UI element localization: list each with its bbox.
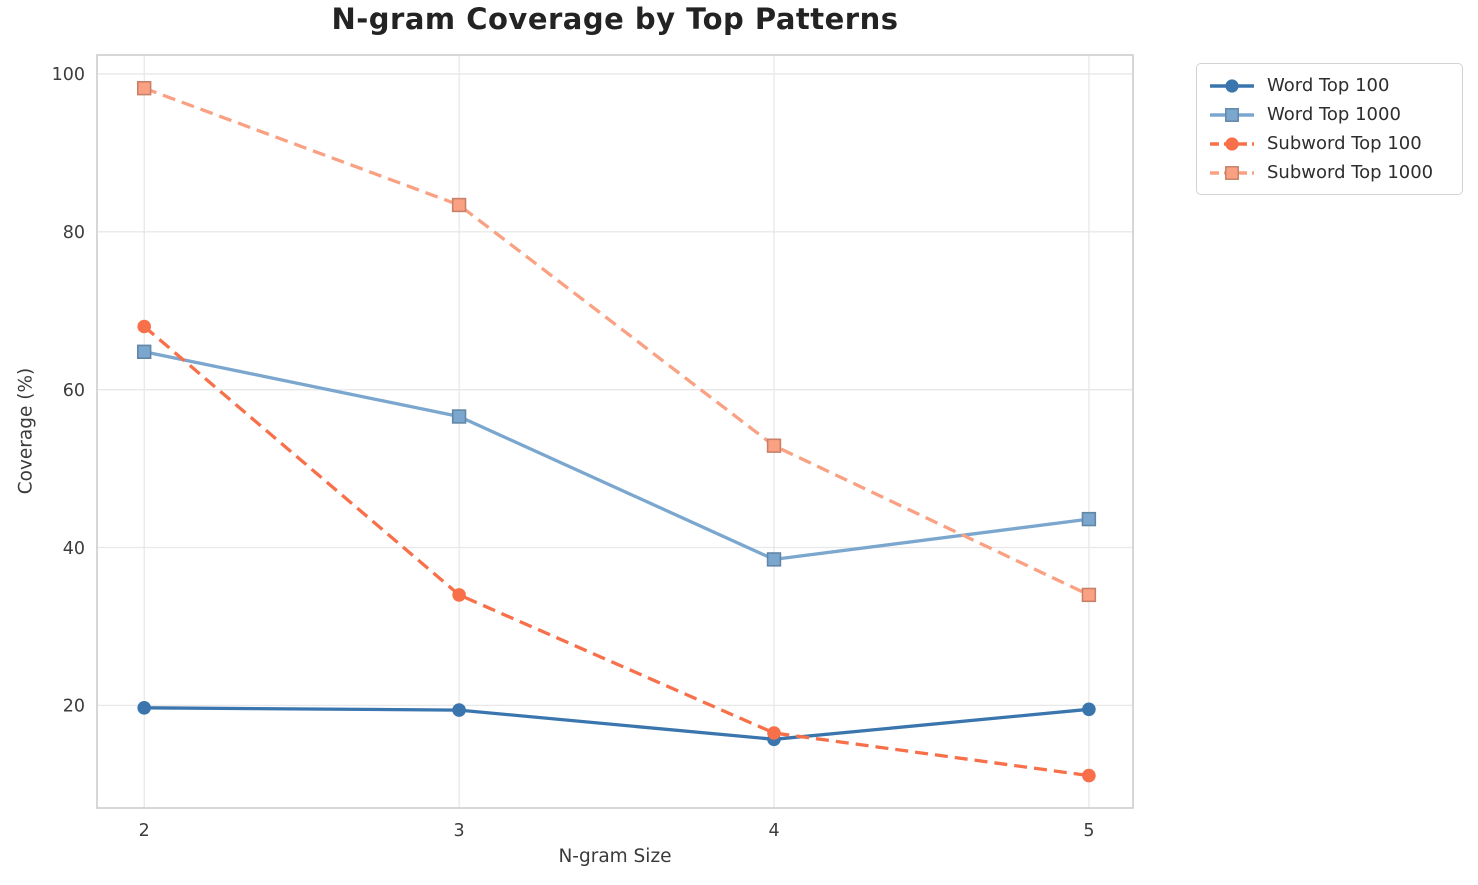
legend-sample-word-top-100: [1210, 78, 1254, 93]
x-tick-label: 3: [454, 821, 465, 841]
data-point-word-top-1000: [137, 344, 152, 359]
data-point-subword-top-1000: [766, 438, 782, 453]
series-line-word-top-100: [144, 706, 1090, 741]
legend-sample-word-top-1000: [1210, 107, 1254, 122]
legend-label-word-top-1000: Word Top 1000: [1267, 104, 1401, 125]
data-point-word-top-1000: [1081, 511, 1097, 527]
chart-title: N-gram Coverage by Top Patterns: [331, 2, 899, 36]
series-line-subword-top-1000: [143, 86, 1090, 597]
y-tick-label: 100: [52, 65, 85, 85]
y-tick-label: 60: [63, 381, 85, 401]
plot-spines: [96, 54, 1134, 809]
legend-item-word-top-100: Word Top 100: [1208, 71, 1452, 100]
legend-label-subword-top-100: Subword Top 100: [1267, 133, 1422, 154]
x-tick-label: 2: [139, 821, 150, 841]
series-line-word-top-1000: [143, 350, 1090, 562]
data-point-word-top-100: [137, 701, 151, 715]
series-line-subword-top-100: [143, 325, 1090, 778]
data-point-word-top-100: [1082, 702, 1096, 717]
legend-label-subword-top-1000: Subword Top 1000: [1267, 162, 1434, 183]
y-tick-label: 40: [63, 539, 85, 559]
y-tick-label: 20: [63, 697, 85, 717]
legend-item-subword-top-1000: Subword Top 1000: [1208, 158, 1452, 187]
data-point-word-top-1000: [451, 409, 467, 424]
legend-sample-subword-top-1000: [1210, 165, 1254, 180]
y-tick-label: 80: [63, 223, 85, 243]
x-axis-label: N-gram Size: [558, 846, 672, 867]
data-point-subword-top-100: [452, 588, 466, 602]
legend-item-subword-top-100: Subword Top 100: [1208, 129, 1452, 158]
data-point-subword-top-100: [1082, 768, 1096, 783]
legend: Word Top 100 Word Top 1000 Subword Top 100…: [1196, 63, 1463, 195]
data-point-subword-top-1000: [137, 81, 152, 96]
legend-sample-subword-top-100: [1210, 136, 1254, 151]
legend-label-word-top-100: Word Top 100: [1267, 75, 1390, 96]
data-point-subword-top-1000: [1081, 587, 1097, 603]
data-point-subword-top-1000: [451, 197, 467, 213]
x-tick-label: 4: [768, 821, 779, 841]
y-axis-label: Coverage (%): [15, 367, 37, 495]
data-point-word-top-100: [452, 703, 466, 717]
data-point-word-top-1000: [766, 552, 782, 567]
legend-item-word-top-1000: Word Top 1000: [1208, 100, 1452, 129]
data-point-subword-top-100: [767, 726, 781, 740]
data-point-subword-top-100: [137, 319, 151, 334]
x-tick-label: 5: [1083, 821, 1094, 841]
